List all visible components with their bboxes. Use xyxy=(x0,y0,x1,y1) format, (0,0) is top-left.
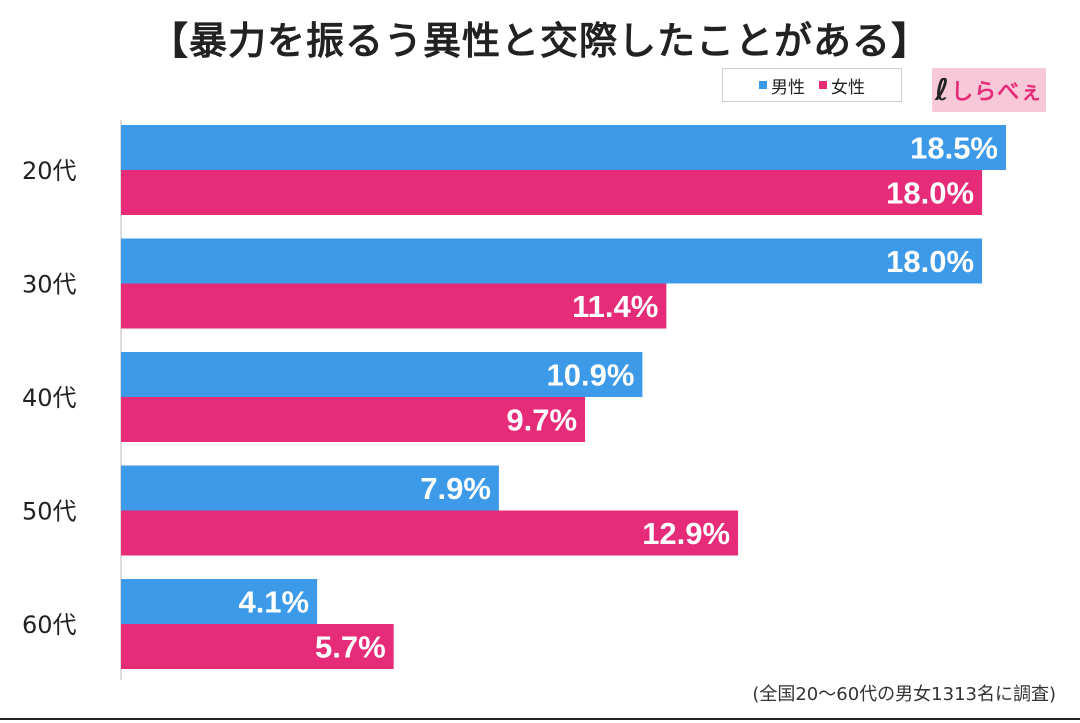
data-label-male: 18.5% xyxy=(910,131,998,166)
legend-label-female: 女性 xyxy=(831,77,865,98)
bar-male xyxy=(121,238,983,284)
category-label: 50代 xyxy=(22,498,77,526)
bar-female xyxy=(121,624,394,669)
data-label-male: 7.9% xyxy=(420,471,491,506)
chart-title: 【暴力を振るう異性と交際したことがある】 xyxy=(149,19,930,63)
legend-swatch-female xyxy=(819,81,827,89)
bar-male xyxy=(121,579,318,624)
data-label-female: 12.9% xyxy=(642,516,730,551)
sirabee-logo: ℓ しらべぇ xyxy=(932,68,1046,112)
data-label-female: 9.7% xyxy=(506,403,577,438)
bar-male xyxy=(121,125,1006,170)
bar-male xyxy=(121,465,499,511)
data-label-male: 18.0% xyxy=(886,244,974,279)
bar-female xyxy=(121,170,983,215)
category-label: 40代 xyxy=(22,384,77,412)
data-label-male: 10.9% xyxy=(547,358,635,393)
bar-female xyxy=(121,283,667,329)
category-label: 20代 xyxy=(22,157,77,185)
legend-label-male: 男性 xyxy=(771,77,805,98)
bar-female xyxy=(121,397,586,442)
category-label: 30代 xyxy=(22,271,77,299)
data-label-female: 5.7% xyxy=(315,630,386,665)
bar-female xyxy=(121,510,739,556)
bottom-divider xyxy=(0,718,1080,720)
survey-footnote: (全国20〜60代の男女1313名に調査) xyxy=(752,684,1056,705)
legend-item-female: 女性 xyxy=(819,73,865,98)
legend: 男性 女性 xyxy=(722,68,902,102)
logo-mark-icon: ℓ xyxy=(934,72,950,108)
legend-item-male: 男性 xyxy=(759,73,805,98)
logo-text: しらべぇ xyxy=(951,80,1044,105)
category-label: 60代 xyxy=(22,611,77,639)
bar-male xyxy=(121,352,643,397)
legend-swatch-male xyxy=(759,81,767,89)
data-label-female: 18.0% xyxy=(886,176,974,211)
data-label-female: 11.4% xyxy=(572,289,658,324)
data-label-male: 4.1% xyxy=(238,585,309,620)
